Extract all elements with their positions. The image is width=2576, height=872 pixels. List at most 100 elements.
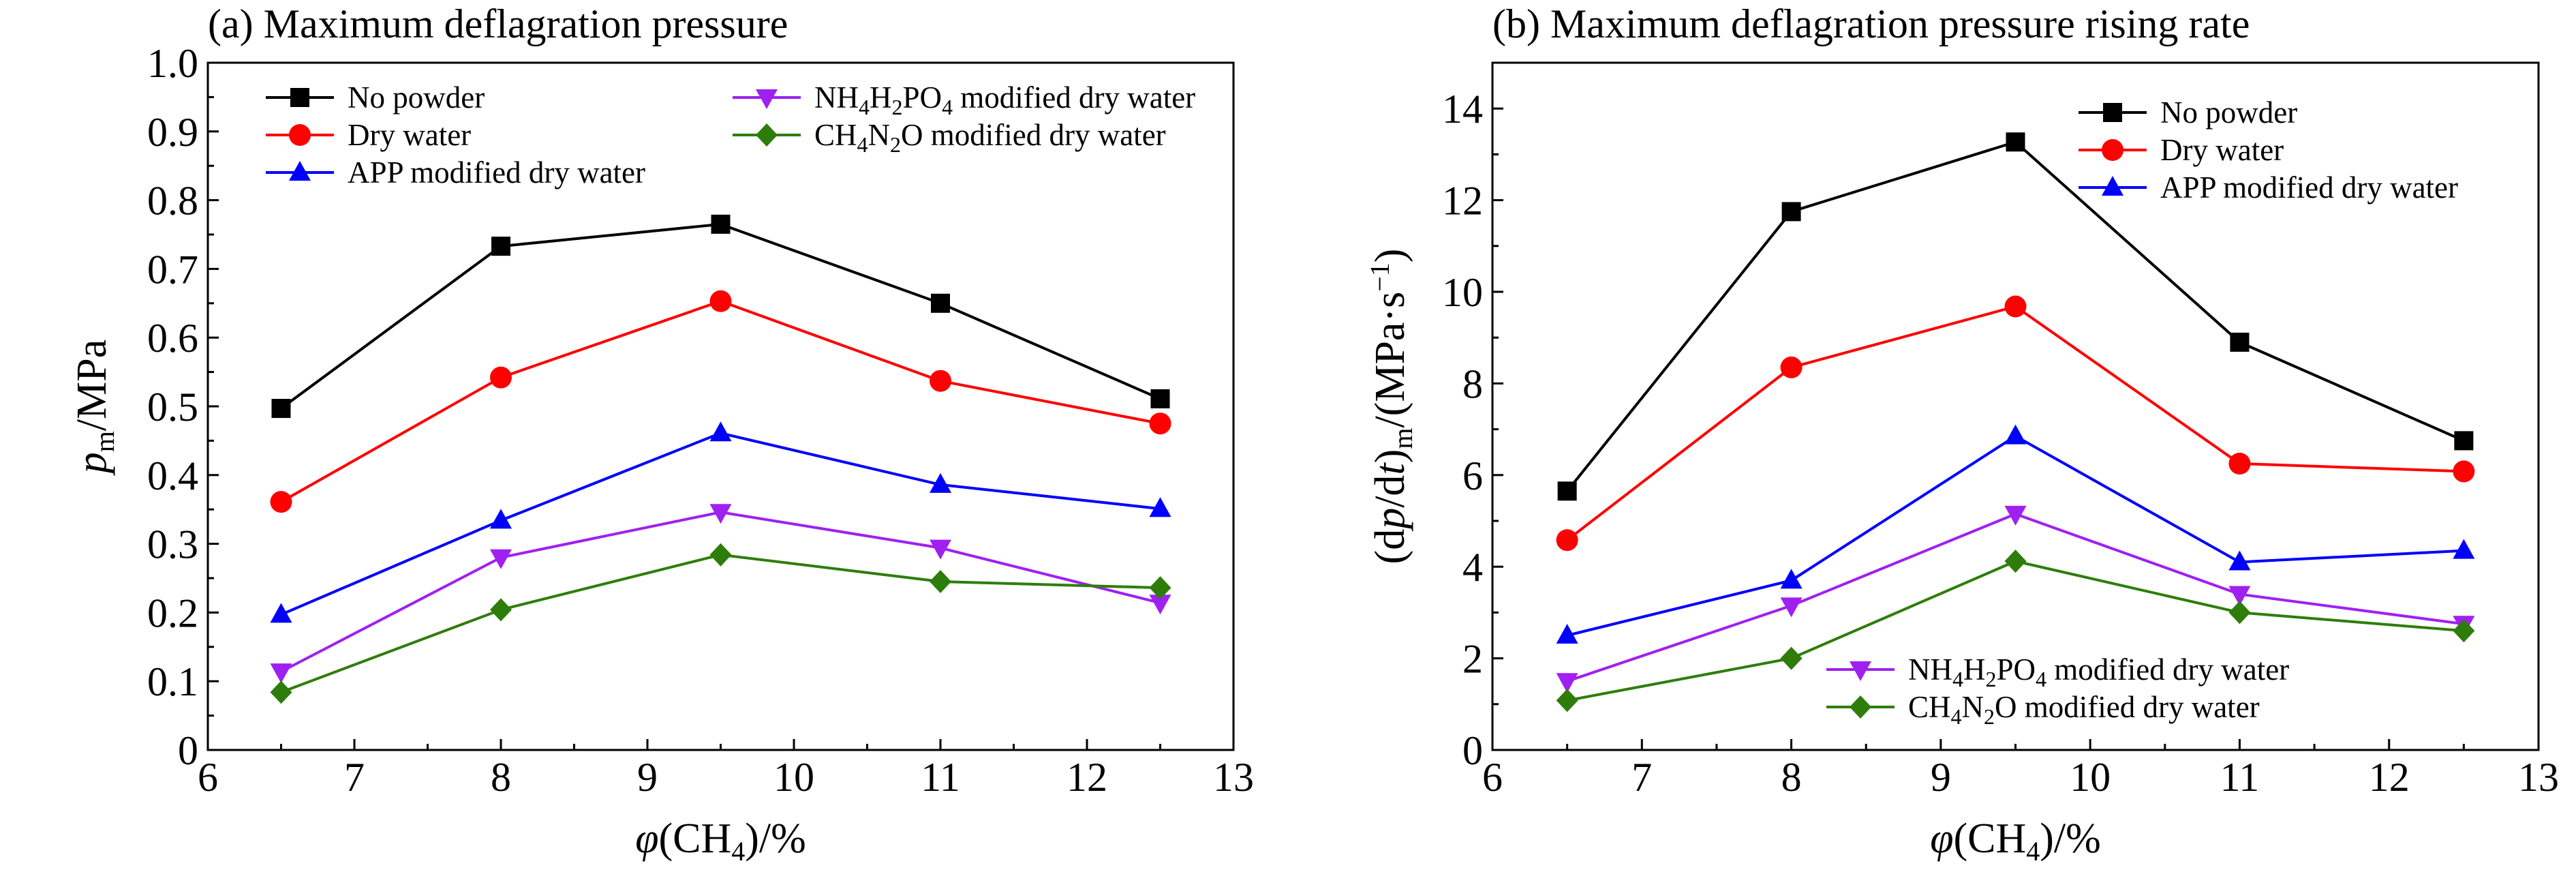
chart-title: (a) Maximum deflagration pressure [208, 1, 788, 46]
x-tick-label: 12 [1067, 755, 1107, 800]
data-point [709, 290, 732, 312]
legend-label: Dry water [2160, 133, 2284, 167]
series-1 [270, 290, 1171, 513]
legend-label: Dry water [348, 118, 471, 152]
x-tick-label: 10 [773, 755, 814, 800]
series-line [280, 553, 1161, 694]
y-tick-label: 0.5 [147, 385, 198, 430]
legend-label: CH4N2O modified dry water [814, 118, 1166, 157]
series-4 [1556, 550, 2475, 712]
data-point [2228, 453, 2251, 475]
legend-marker [289, 161, 311, 181]
data-point [1149, 497, 1171, 517]
legend-marker [2103, 103, 2122, 122]
legend-marker [756, 89, 778, 109]
y-tick-label: 6 [1462, 453, 1483, 498]
data-point [1557, 481, 1577, 501]
data-point [1780, 597, 1803, 618]
legend-marker [290, 88, 309, 107]
chart-panel-a: (a) Maximum deflagration pressure 6 7 8 9 10 1… [69, 1, 1254, 867]
data-point [930, 570, 951, 594]
data-point [1556, 624, 1578, 644]
x-tick-label: 8 [1781, 755, 1802, 800]
series-2 [1556, 424, 2475, 644]
y-tick-label: 8 [1462, 361, 1483, 406]
data-point [1556, 673, 1578, 693]
data-point [1149, 412, 1171, 435]
series-line [280, 222, 1161, 410]
data-point [490, 598, 512, 622]
y-tick-label: 0.9 [147, 110, 198, 155]
y-tick-label: 0.6 [147, 316, 198, 361]
y-tick-label: 12 [1442, 179, 1483, 224]
legend-marker [756, 123, 778, 147]
x-axis-label: φ(CH4)/% [1930, 815, 2101, 867]
x-tick-label: 13 [2518, 755, 2559, 800]
x-tick-label: 6 [1482, 755, 1503, 800]
y-tick-label: 0 [178, 728, 198, 773]
y-axis-label: (dp/dt)m/(MPa·s−1) [1364, 249, 1418, 565]
y-tick-label: 0.7 [147, 247, 198, 292]
y-axis-label: pm/MPa [69, 340, 120, 476]
data-point [1150, 389, 1170, 408]
data-point [270, 603, 292, 623]
data-point [711, 214, 731, 234]
data-point [930, 472, 951, 493]
data-point [1149, 576, 1171, 600]
x-tick-label: 11 [921, 755, 960, 800]
legend-marker [1850, 695, 1871, 719]
data-point [2004, 550, 2027, 573]
data-point [709, 504, 732, 524]
legend-marker [2102, 139, 2123, 161]
y-tick-label: 10 [1442, 270, 1483, 315]
y-tick-label: 2 [1462, 637, 1483, 682]
legend-label: No powder [2160, 95, 2297, 130]
data-point [1781, 202, 1801, 222]
data-point [490, 509, 512, 529]
y-tick-label: 0.3 [147, 522, 198, 567]
x-tick-label: 11 [2220, 755, 2260, 800]
data-point [270, 680, 292, 704]
data-point [490, 549, 512, 569]
data-point [2228, 601, 2251, 625]
plot-frame [1491, 61, 2540, 751]
data-point [2004, 295, 2027, 318]
series-2 [270, 421, 1171, 623]
legend-label: No powder [348, 80, 485, 115]
y-tick-label: 0.4 [147, 453, 198, 498]
data-point [930, 370, 951, 392]
y-tick-label: 14 [1442, 87, 1483, 132]
series-1 [1556, 295, 2475, 552]
data-point [2453, 460, 2475, 483]
series-4 [270, 543, 1171, 704]
chart-title: (b) Maximum deflagration pressure rising… [1492, 1, 2250, 46]
data-point [931, 293, 950, 313]
data-point [930, 539, 951, 560]
data-point [1780, 569, 1803, 589]
y-tick-label: 0.2 [147, 590, 198, 635]
data-point [1780, 356, 1803, 378]
x-tick-label: 7 [344, 755, 365, 800]
data-point [1556, 689, 1578, 712]
data-point [2004, 424, 2027, 445]
data-point [2228, 586, 2251, 606]
x-tick-label: 9 [1931, 755, 1951, 800]
x-tick-label: 10 [2070, 755, 2111, 800]
data-point [490, 366, 512, 389]
legend-label: CH4N2O modified dry water [1908, 690, 2260, 729]
y-tick-label: 1.0 [147, 41, 198, 86]
x-tick-label: 8 [491, 755, 511, 800]
legend-label: APP modified dry water [2160, 170, 2458, 205]
y-tick-label: 4 [1462, 545, 1483, 590]
data-point [709, 421, 732, 442]
data-point [1780, 646, 1803, 670]
legend-label: NH4H2PO4 modified dry water [814, 80, 1195, 119]
data-point [2004, 505, 2027, 526]
data-point [2453, 619, 2475, 643]
data-point [2453, 539, 2475, 559]
legend-label: APP modified dry water [348, 155, 645, 190]
data-point [1149, 595, 1171, 615]
